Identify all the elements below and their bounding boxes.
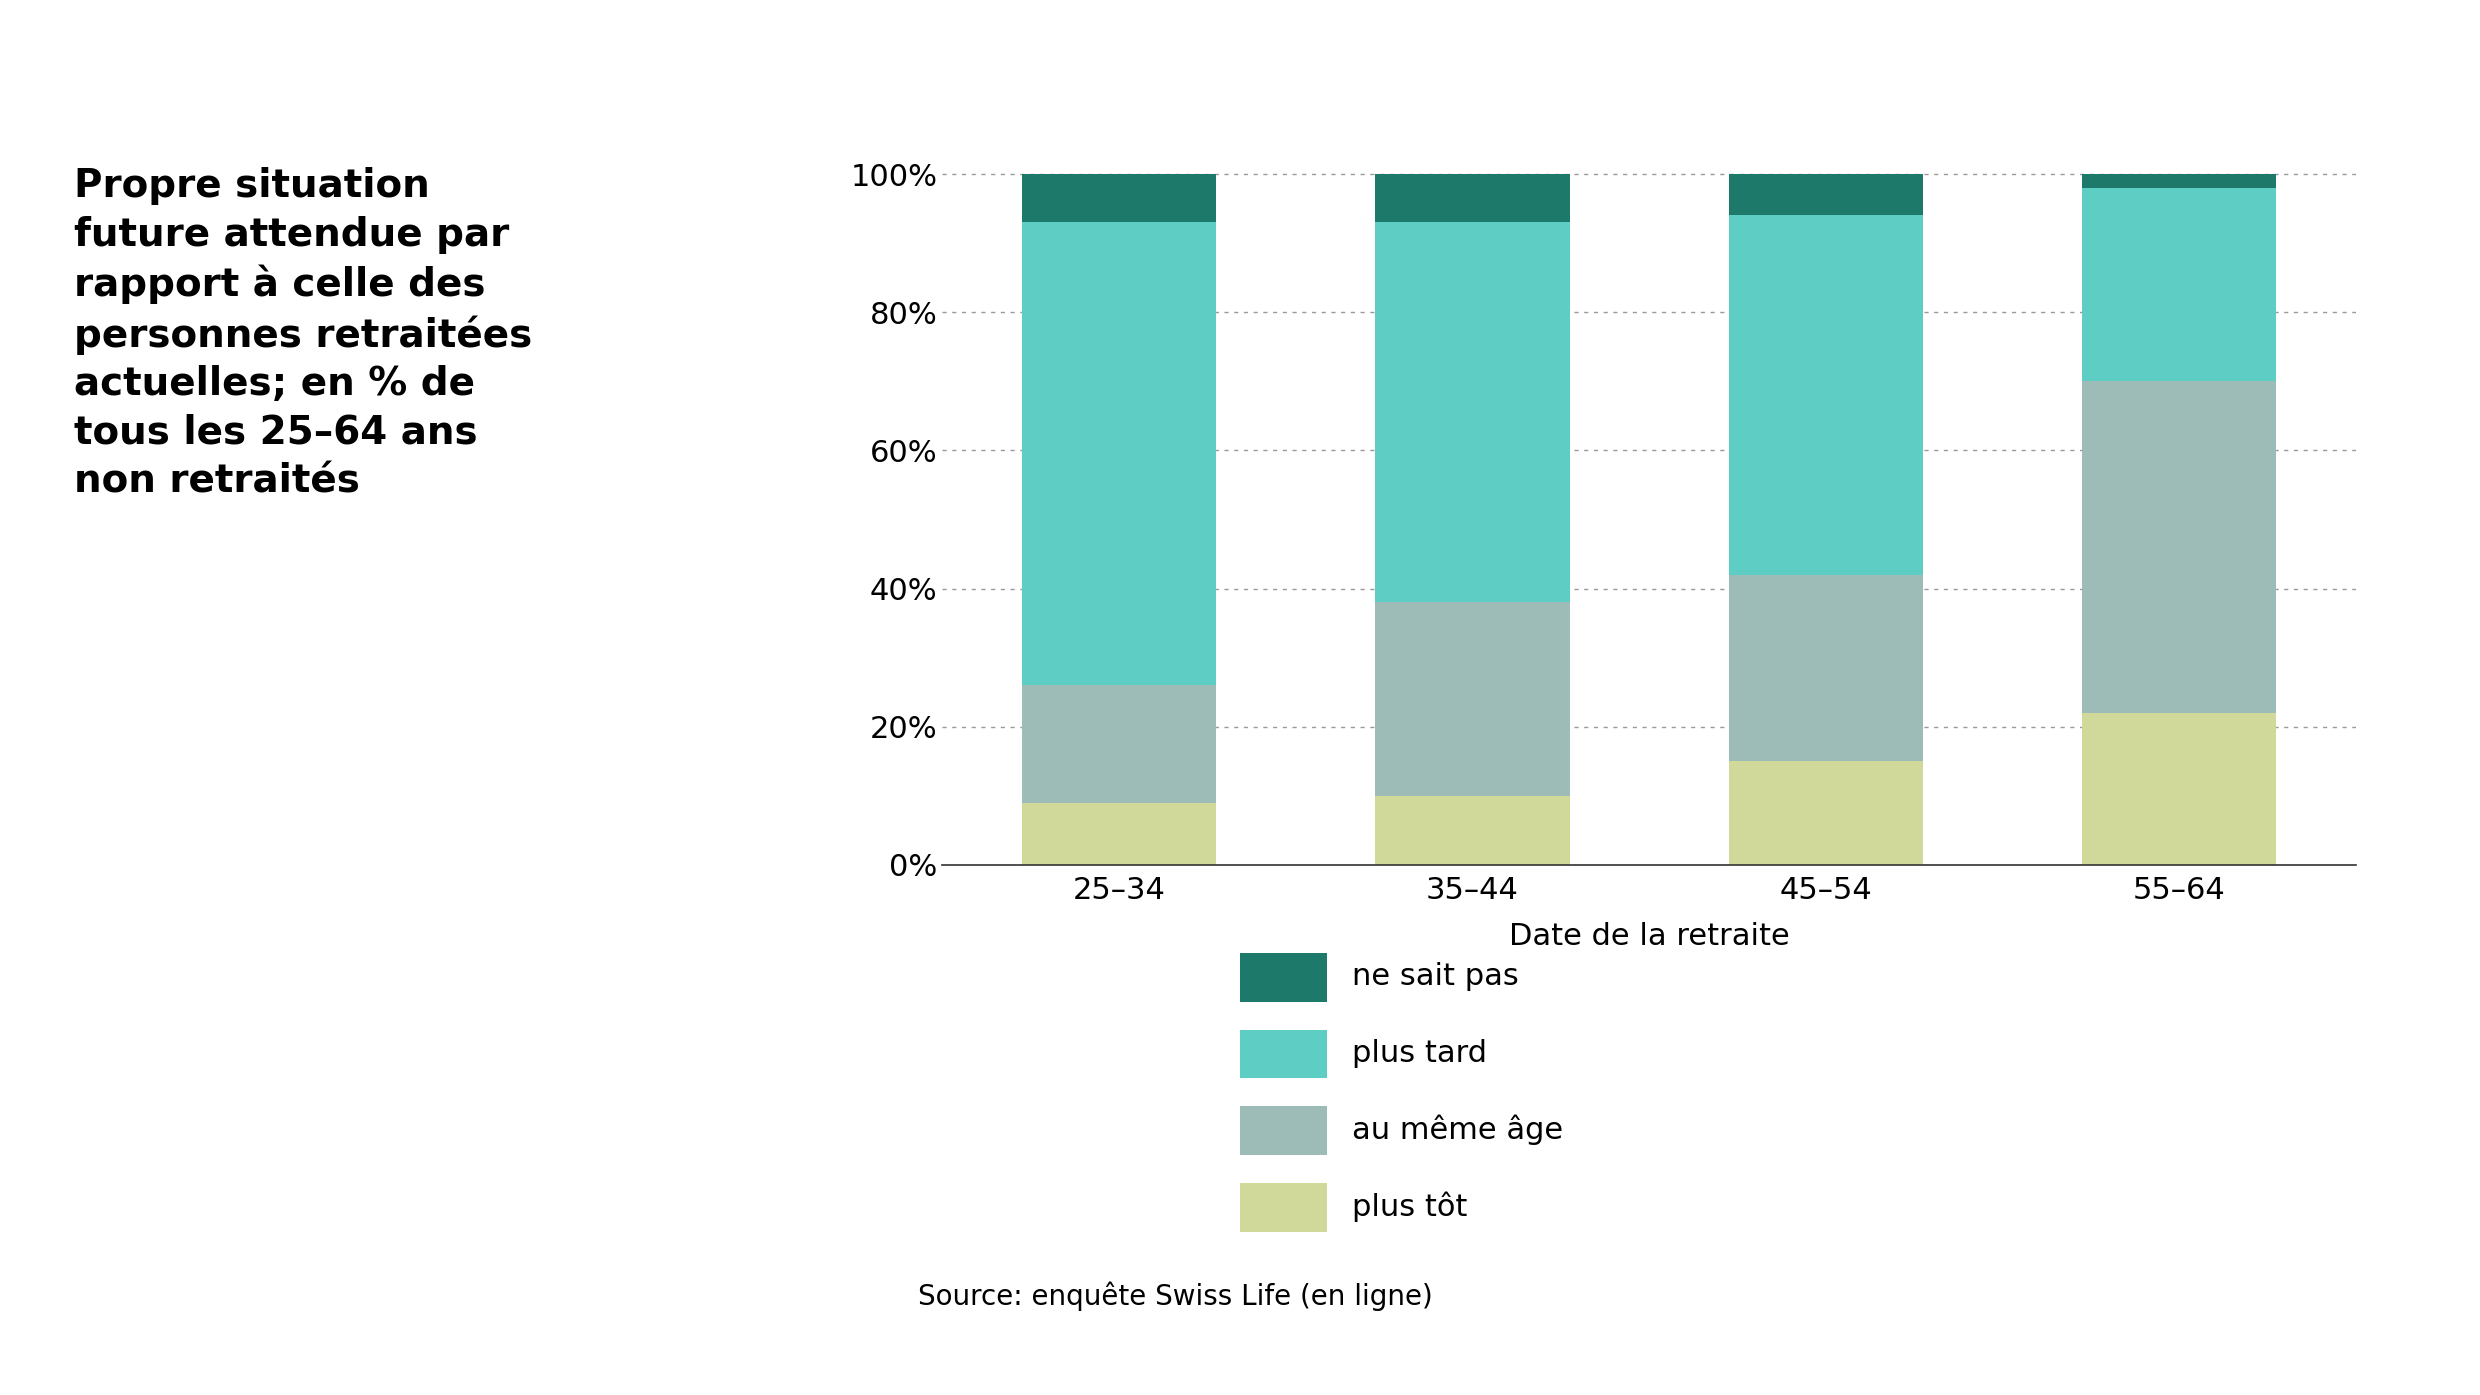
Text: ne sait pas: ne sait pas [1352,963,1518,990]
Text: Propre situation
future attendue par
rapport à celle des
personnes retraitées
ac: Propre situation future attendue par rap… [74,167,533,501]
Bar [1022,685,1215,802]
Bar [1729,762,1922,865]
Text: au même âge: au même âge [1352,1115,1562,1145]
Bar [1022,174,1215,222]
Bar [1729,215,1922,575]
Bar [1022,222,1215,685]
Bar [2083,174,2277,188]
Bar [1729,174,1922,215]
Bar [1376,603,1570,795]
Text: plus tard: plus tard [1352,1039,1486,1067]
Bar [2083,188,2277,381]
Bar [1376,795,1570,865]
Bar [2083,713,2277,865]
Bar [1729,575,1922,762]
Text: Source: enquête Swiss Life (en ligne): Source: enquête Swiss Life (en ligne) [918,1282,1433,1311]
Bar [1376,174,1570,222]
Text: plus tôt: plus tôt [1352,1191,1468,1222]
Bar [2083,381,2277,713]
Bar [1376,222,1570,603]
X-axis label: Date de la retraite: Date de la retraite [1508,922,1791,950]
Bar [1022,802,1215,865]
